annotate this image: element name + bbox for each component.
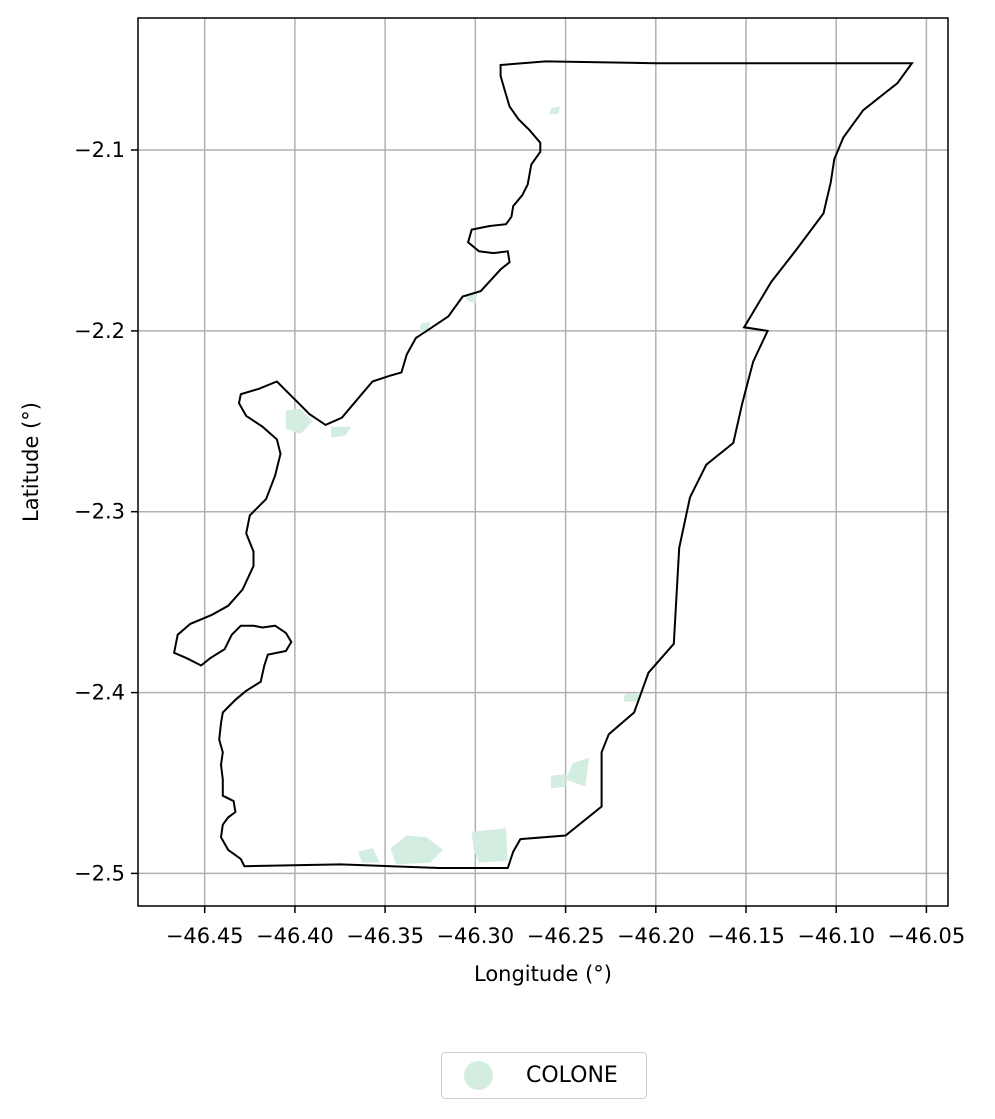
y-axis-label: Latitude (°) xyxy=(19,402,43,522)
x-tick-label: −46.30 xyxy=(436,924,514,948)
x-tick-label: −46.15 xyxy=(707,924,785,948)
colone-patch xyxy=(471,828,508,863)
y-tick-label: −2.5 xyxy=(74,861,125,885)
grid-layer xyxy=(138,18,948,906)
x-tick-label: −46.45 xyxy=(166,924,244,948)
y-tick-label: −2.2 xyxy=(74,319,125,343)
x-tick-label: −46.10 xyxy=(797,924,875,948)
colone-patch xyxy=(358,848,380,863)
colone-patch xyxy=(551,774,566,789)
legend: COLONE xyxy=(441,1052,647,1099)
x-tick-label: −46.25 xyxy=(527,924,605,948)
x-tick-label: −46.05 xyxy=(888,924,966,948)
colone-patch xyxy=(565,757,589,787)
legend-swatch-colone xyxy=(464,1061,493,1090)
municipality-boundary xyxy=(172,60,914,869)
colone-patch xyxy=(285,408,313,434)
axis-ticks: −46.45 −46.40 −46.35 −46.30 −46.25 −46.20 −46.… xyxy=(74,138,965,948)
x-tick-label: −46.20 xyxy=(617,924,695,948)
colone-areas xyxy=(285,106,640,865)
legend-label-colone: COLONE xyxy=(526,1063,618,1088)
colone-patch xyxy=(549,106,561,114)
y-tick-label: −2.1 xyxy=(74,138,125,162)
colone-patch xyxy=(623,692,640,702)
x-tick-label: −46.40 xyxy=(256,924,334,948)
colone-patch xyxy=(331,426,351,438)
x-tick-label: −46.35 xyxy=(346,924,424,948)
colone-patch xyxy=(390,835,443,865)
y-tick-label: −2.3 xyxy=(74,500,125,524)
y-tick-label: −2.4 xyxy=(74,681,125,705)
plot-frame xyxy=(137,17,949,907)
x-axis-label: Longitude (°) xyxy=(474,962,612,986)
